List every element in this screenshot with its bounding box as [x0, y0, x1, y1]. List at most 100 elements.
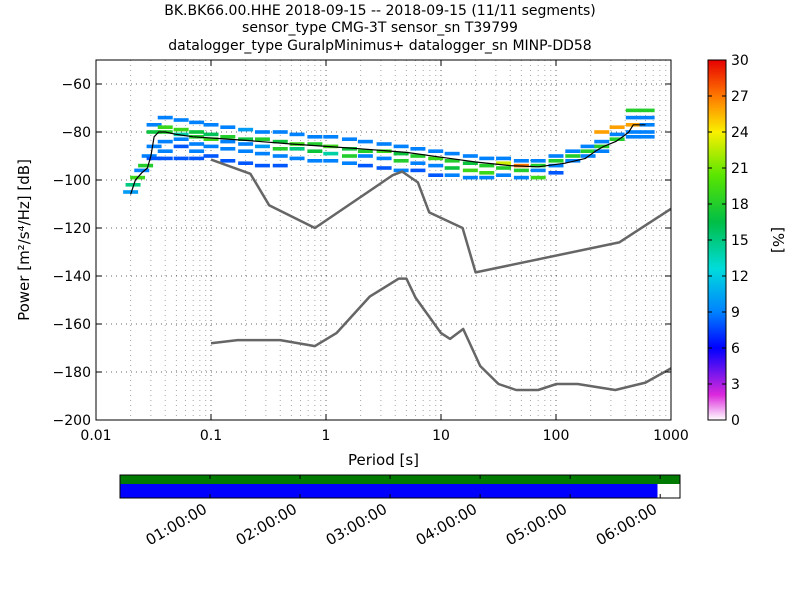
timeline-tick-label: 03:00:00: [323, 500, 390, 549]
psd-cell: [496, 161, 512, 165]
psd-cell: [530, 168, 546, 173]
x-tick-label: 100: [543, 428, 570, 444]
psd-cell: [609, 132, 625, 137]
colorbar-tick-label: 21: [731, 161, 749, 177]
psd-cell: [496, 166, 512, 170]
psd-cell: [479, 163, 495, 168]
psd-cell: [189, 120, 205, 125]
psd-cell: [357, 154, 373, 158]
axes: 0.01 0.1 1 10 100 1000 −200 −180 −160 −140 −120 −10…: [15, 59, 689, 469]
plot-area: [96, 60, 671, 421]
psd-cell: [594, 130, 610, 134]
psd-cell: [146, 144, 162, 149]
psd-cell: [203, 154, 219, 158]
psd-cell: [462, 154, 478, 158]
psd-cell: [220, 135, 236, 139]
y-tick-label: −80: [61, 125, 91, 141]
y-axis-label: Power [m²/s⁴/Hz] [dB]: [15, 159, 33, 321]
psd-cell: [444, 159, 460, 163]
psd-cell: [462, 168, 478, 173]
high-noise-model-line: [210, 158, 672, 274]
psd-cell: [444, 173, 460, 177]
plot-background: [96, 60, 671, 420]
psd-cell: [548, 154, 564, 158]
colorbar-tick-label: 0: [731, 413, 740, 429]
y-tick-label: −60: [61, 77, 91, 93]
psd-cell: [173, 118, 189, 122]
psd-cell: [639, 108, 655, 113]
psd-cell: [428, 149, 444, 153]
psd-cell: [272, 154, 288, 158]
psd-cell: [594, 139, 610, 144]
psd-cell: [393, 168, 409, 173]
psd-cell: [594, 149, 610, 153]
psd-cell: [341, 161, 357, 165]
psd-cell: [496, 173, 512, 177]
colorbar-tick-label: 24: [731, 125, 749, 141]
psd-cell: [272, 147, 288, 151]
psd-cell: [530, 175, 546, 180]
psd-cell: [376, 156, 392, 161]
psd-cell: [580, 149, 596, 153]
psd-cell: [393, 151, 409, 156]
psd-cell: [189, 130, 205, 134]
psd-cell: [625, 135, 641, 139]
chart-title-line-1: BK.BK66.00.HHE 2018-09-15 -- 2018-09-15 …: [164, 3, 596, 19]
psd-cell: [272, 163, 288, 168]
psd-cell: [548, 171, 564, 175]
timeline-tick-label: 05:00:00: [503, 500, 570, 549]
psd-cell: [220, 159, 236, 163]
x-tick-label: 1: [322, 428, 331, 444]
psd-cell: [530, 163, 546, 168]
psd-cell: [639, 130, 655, 134]
psd-cell: [639, 115, 655, 120]
timeline-blue-coverage: [120, 484, 658, 498]
data-coverage-timeline: 01:00:00 02:00:00 03:00:00 04:00:00 05:00:00…: [119, 474, 681, 549]
psd-cell: [173, 144, 189, 149]
colorbar-tick-label: 30: [731, 53, 749, 69]
psd-cell: [444, 151, 460, 156]
x-tick-label: 0.01: [80, 428, 111, 444]
psd-cell: [376, 142, 392, 146]
y-tick-label: −200: [53, 413, 91, 429]
psd-cell: [254, 144, 270, 149]
psd-cell: [123, 190, 139, 194]
psd-cell: [254, 151, 270, 156]
psd-cell: [173, 156, 189, 161]
psd-cell: [146, 123, 162, 127]
colorbar-label: [%]: [769, 227, 787, 253]
timeline-green-coverage: [120, 475, 680, 484]
colorbar: 0 3 6 9 12 15 18 21 24 27 30 [%]: [707, 53, 787, 429]
psd-cell: [189, 142, 205, 146]
x-tick-label: 0.1: [200, 428, 222, 444]
psd-cell: [125, 183, 141, 187]
psd-cell: [393, 159, 409, 163]
psd-cell: [496, 156, 512, 161]
y-tick-label: −160: [53, 317, 91, 333]
low-noise-model-line: [210, 277, 672, 392]
mode-line: [130, 124, 646, 195]
colorbar-tick-label: 27: [731, 89, 749, 105]
psd-cell: [203, 144, 219, 149]
psd-cell: [272, 139, 288, 144]
psd-cell: [341, 137, 357, 141]
psd-cell: [254, 163, 270, 168]
psd-cell: [565, 149, 581, 153]
psd-cell: [272, 130, 288, 134]
timeline-tick-label: 01:00:00: [143, 500, 210, 549]
psd-cell: [157, 156, 173, 161]
psd-cell: [410, 161, 426, 165]
psd-cell: [479, 175, 495, 180]
timeline-tick-label: 02:00:00: [233, 500, 300, 549]
psd-cell: [393, 144, 409, 149]
psd-cell: [157, 125, 173, 129]
psd-cell: [238, 161, 254, 165]
x-tick-label: 1000: [653, 428, 689, 444]
psd-cell: [357, 163, 373, 168]
psd-cell: [238, 142, 254, 146]
psd-cell: [594, 144, 610, 149]
timeline-border: [119, 474, 681, 499]
psd-cell: [639, 123, 655, 127]
psd-cell: [173, 132, 189, 137]
